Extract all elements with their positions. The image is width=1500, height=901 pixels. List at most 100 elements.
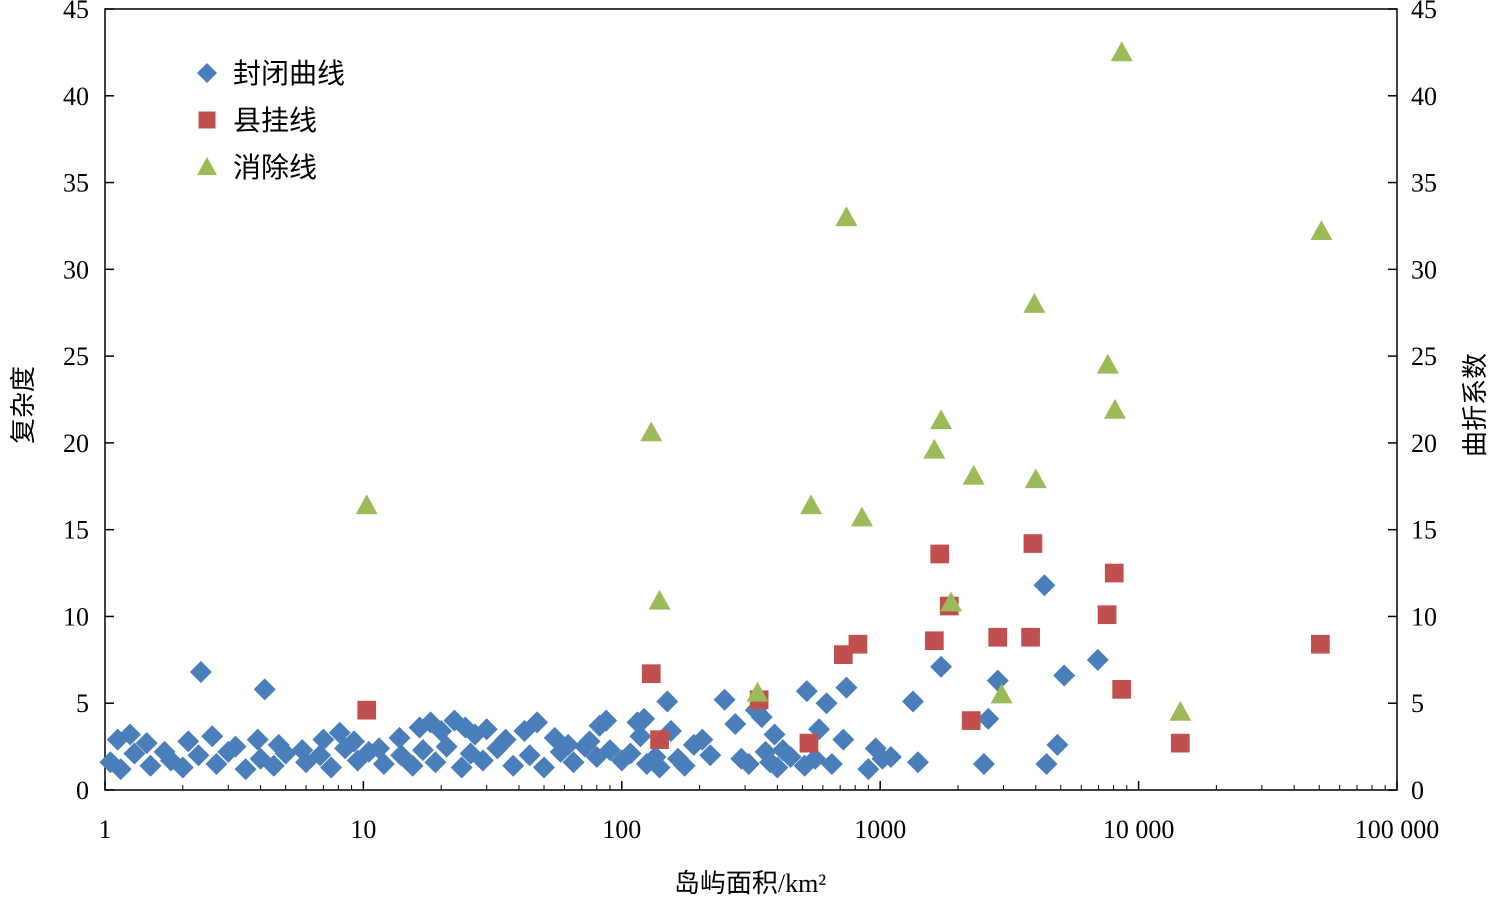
series-square <box>357 534 1330 753</box>
right-y-axis-title: 曲折系数 <box>1461 353 1490 457</box>
data-point-diamond <box>334 737 357 760</box>
data-point-diamond <box>320 756 343 779</box>
data-point-diamond <box>549 740 572 763</box>
data-point-diamond <box>1046 733 1069 756</box>
data-point-diamond <box>533 756 556 779</box>
left-y-axis-title: 复杂度 <box>9 366 38 444</box>
left-y-tick-label: 5 <box>76 689 89 718</box>
data-point-diamond <box>879 746 902 769</box>
data-point-triangle <box>800 494 823 515</box>
data-point-triangle <box>1096 353 1119 374</box>
data-point-diamond <box>234 758 257 781</box>
data-point-diamond <box>205 752 228 775</box>
right-y-tick-label: 5 <box>1411 689 1424 718</box>
data-point-diamond <box>857 758 880 781</box>
data-point-diamond <box>648 756 671 779</box>
data-point-diamond <box>795 680 818 703</box>
data-point-diamond <box>906 751 929 774</box>
right-y-tick-label: 20 <box>1411 429 1437 458</box>
data-point-triangle <box>940 591 963 612</box>
data-point-diamond <box>804 747 827 770</box>
right-y-tick-label: 15 <box>1411 516 1437 545</box>
right-y-tick-label: 30 <box>1411 255 1437 284</box>
data-point-diamond <box>262 754 285 777</box>
data-point-triangle <box>962 464 985 485</box>
data-point-square <box>988 627 1008 647</box>
data-point-diamond <box>246 728 269 751</box>
data-point-diamond <box>357 740 380 763</box>
data-point-diamond <box>109 758 132 781</box>
legend-label: 消除线 <box>233 152 317 184</box>
data-point-square <box>930 544 950 564</box>
left-y-tick-label: 0 <box>76 776 89 805</box>
data-point-diamond <box>217 740 240 763</box>
data-point-triangle <box>355 494 378 515</box>
data-point-diamond <box>724 713 747 736</box>
data-point-diamond <box>902 690 925 713</box>
data-point-diamond <box>629 725 652 748</box>
data-point-square <box>1104 563 1124 583</box>
data-point-diamond <box>471 749 494 772</box>
data-point-diamond <box>820 752 843 775</box>
data-point-diamond <box>1053 664 1076 687</box>
data-point-diamond <box>119 723 142 746</box>
data-point-diamond <box>372 752 395 775</box>
series-triangle <box>355 41 1333 721</box>
data-point-square <box>799 733 819 753</box>
left-y-tick-label: 35 <box>63 169 89 198</box>
data-point-square <box>1097 605 1117 625</box>
data-point-square <box>1023 534 1043 553</box>
data-point-square <box>961 711 981 730</box>
data-point-diamond <box>309 744 332 767</box>
data-point-diamond <box>750 706 773 729</box>
data-point-diamond <box>595 709 618 732</box>
data-point-diamond <box>189 660 212 683</box>
data-point-triangle <box>930 409 953 430</box>
left-y-tick-label: 45 <box>63 0 89 24</box>
data-point-square <box>650 730 669 750</box>
data-point-diamond <box>201 725 224 748</box>
data-point-diamond <box>763 723 786 746</box>
data-point-diamond <box>598 739 621 762</box>
data-point-triangle <box>835 206 858 227</box>
data-point-diamond <box>486 737 509 760</box>
right-y-tick-label: 40 <box>1411 82 1437 111</box>
data-point-triangle <box>850 506 873 527</box>
data-point-square <box>641 664 661 684</box>
x-tick-label: 1000 <box>854 815 906 844</box>
data-point-diamond <box>691 728 714 751</box>
plot-frame <box>104 8 1398 791</box>
left-y-tick-label: 40 <box>63 82 89 111</box>
data-point-diamond <box>424 751 447 774</box>
data-point-triangle <box>1023 293 1046 313</box>
data-point-diamond <box>411 739 434 762</box>
data-point-square <box>1310 634 1330 654</box>
data-point-diamond <box>1035 752 1058 775</box>
data-point-diamond <box>562 751 585 774</box>
legend-label: 封闭曲线 <box>233 58 345 90</box>
data-point-diamond <box>450 756 473 779</box>
data-point-triangle <box>648 589 671 610</box>
left-y-tick-label: 20 <box>63 429 89 458</box>
legend-marker-diamond <box>197 63 217 83</box>
data-point-diamond <box>633 707 656 730</box>
data-point-diamond <box>713 688 736 711</box>
data-point-diamond <box>779 746 802 769</box>
data-point-diamond <box>737 752 760 775</box>
data-point-diamond <box>673 754 696 777</box>
right-y-tick-label: 25 <box>1411 342 1437 371</box>
data-point-diamond <box>312 728 335 751</box>
data-point-diamond <box>435 735 458 758</box>
data-point-triangle <box>746 681 769 702</box>
data-point-diamond <box>815 692 838 715</box>
legend-marker-square <box>198 111 216 129</box>
x-tick-label: 10 000 <box>1103 815 1175 844</box>
data-point-diamond <box>518 744 541 767</box>
data-point-diamond <box>139 754 162 777</box>
data-point-square <box>833 645 853 664</box>
data-point-triangle <box>1024 468 1047 489</box>
data-point-diamond <box>187 744 210 767</box>
axis-ticks: 1 10 100 1000 10 000 100 00005101520253035404… <box>63 0 1439 844</box>
